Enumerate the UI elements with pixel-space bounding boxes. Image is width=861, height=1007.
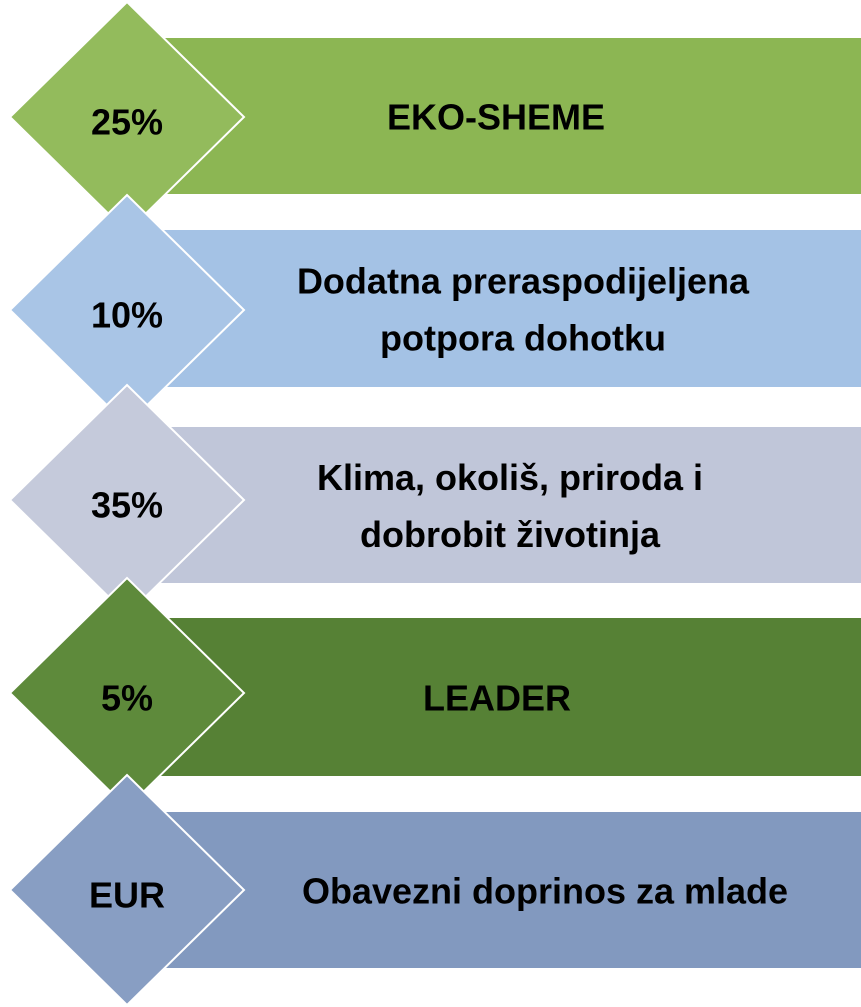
badge-label: 5% — [101, 678, 153, 719]
badge-label: 35% — [91, 485, 163, 526]
band — [130, 427, 861, 583]
band — [130, 618, 861, 776]
item-text: LEADER — [423, 678, 571, 719]
band — [130, 230, 861, 387]
badge-label: 25% — [91, 102, 163, 143]
badge-label: 10% — [91, 295, 163, 336]
item-text: Klima, okoliš, priroda i — [317, 457, 703, 498]
item-text: Obavezni doprinos za mlade — [302, 871, 788, 912]
band — [130, 38, 861, 194]
item-text: EKO-SHEME — [387, 97, 605, 138]
diamond — [8, 773, 246, 1007]
band — [130, 812, 861, 968]
item-text: dobrobit životinja — [360, 514, 661, 555]
badge-label: EUR — [89, 875, 165, 916]
item-text: potpora dohotku — [380, 318, 666, 359]
item-text: Dodatna preraspodijeljena — [297, 261, 750, 302]
